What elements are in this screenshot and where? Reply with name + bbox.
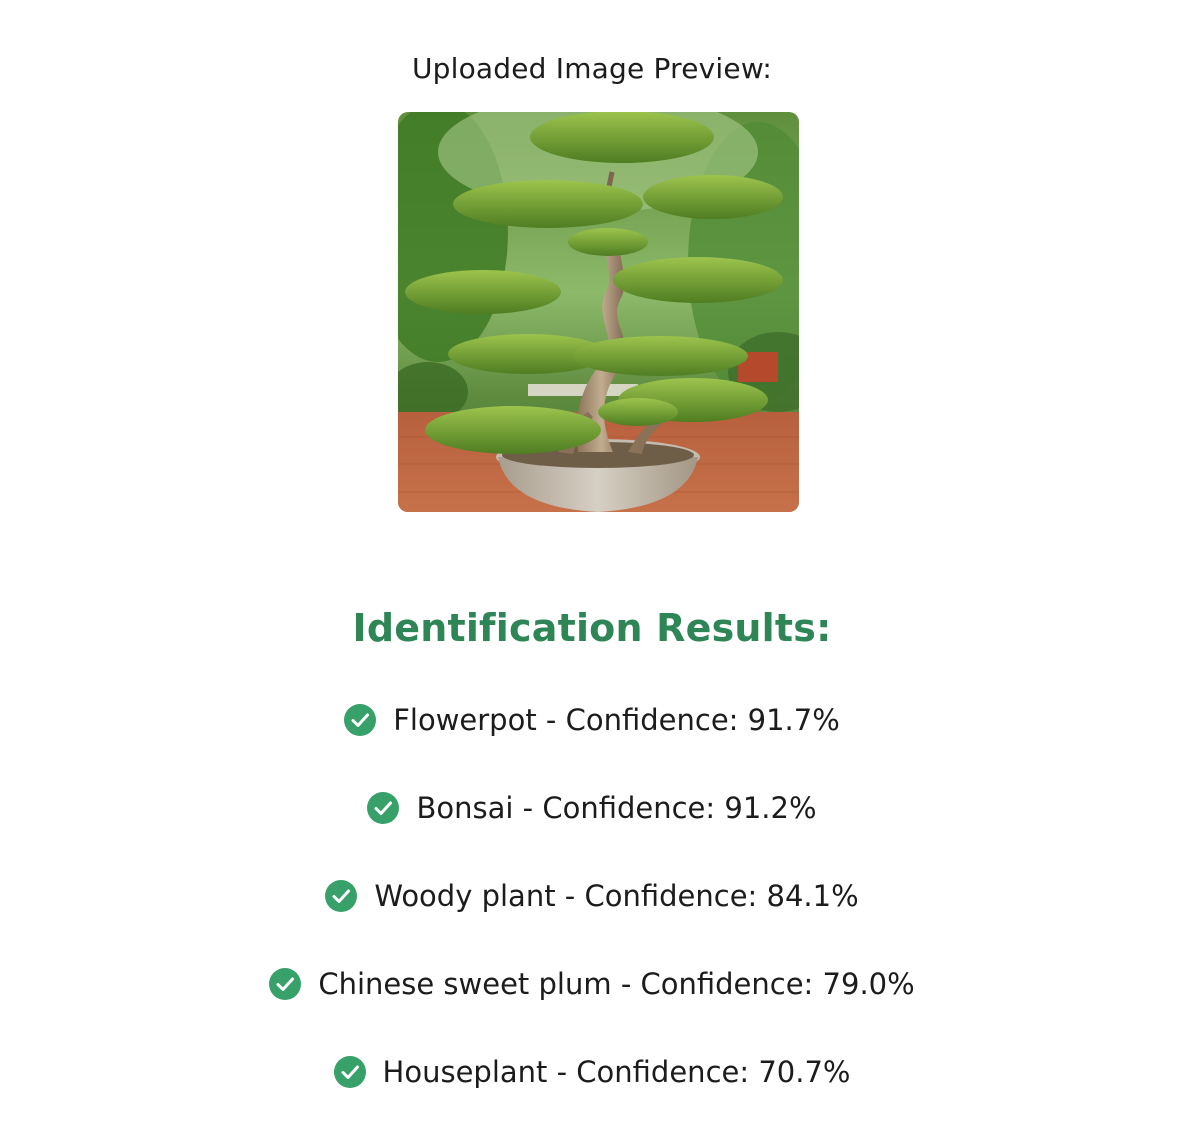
result-text: Houseplant - Confidence: 70.7% (382, 1055, 851, 1089)
check-circle-icon (269, 968, 302, 1000)
preview-label: Uploaded Image Preview: (411, 52, 773, 85)
result-text: Chinese sweet plum - Confidence: 79.0% (318, 967, 915, 1001)
check-circle-icon (325, 880, 358, 912)
check-circle-icon (367, 792, 400, 824)
list-item: Houseplant - Confidence: 70.7% (0, 1042, 1184, 1130)
result-row: Chinese sweet plum - Confidence: 79.0% (269, 954, 915, 1014)
bonsai-photo (398, 112, 799, 512)
list-item: Flowerpot - Confidence: 91.7% (0, 690, 1184, 778)
list-item: Woody plant - Confidence: 84.1% (0, 866, 1184, 954)
check-circle-icon (344, 704, 377, 736)
list-item: Chinese sweet plum - Confidence: 79.0% (0, 954, 1184, 1042)
check-circle-icon (333, 1056, 366, 1088)
result-text: Flowerpot - Confidence: 91.7% (393, 703, 840, 737)
result-row: Woody plant - Confidence: 84.1% (325, 866, 859, 926)
result-row: Houseplant - Confidence: 70.7% (333, 1042, 851, 1102)
list-item: Bonsai - Confidence: 91.2% (0, 778, 1184, 866)
result-row: Bonsai - Confidence: 91.2% (367, 778, 817, 838)
results-heading: Identification Results: (352, 606, 832, 650)
result-text: Woody plant - Confidence: 84.1% (374, 879, 859, 913)
results-list: Flowerpot - Confidence: 91.7% Bonsai - C… (0, 690, 1184, 1130)
result-row: Flowerpot - Confidence: 91.7% (344, 690, 840, 750)
result-text: Bonsai - Confidence: 91.2% (416, 791, 817, 825)
uploaded-image-preview (398, 112, 799, 512)
